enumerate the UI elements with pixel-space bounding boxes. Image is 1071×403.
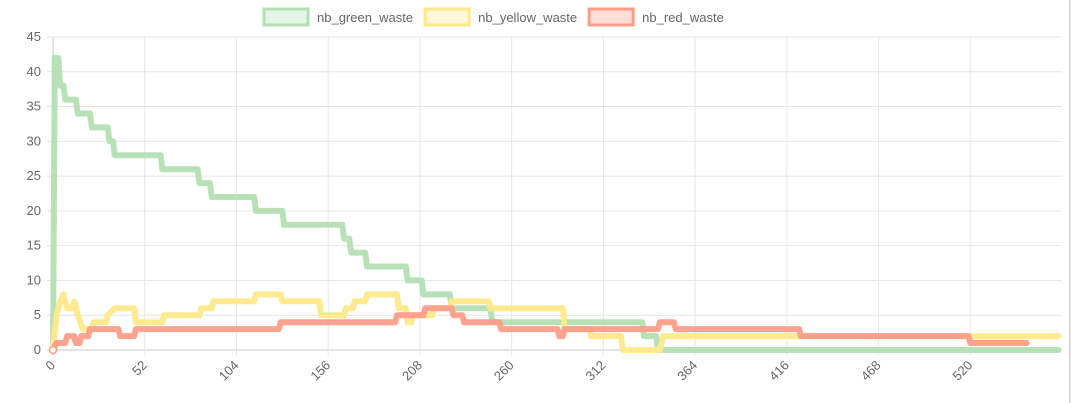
- y-tick-label: 45: [27, 29, 41, 44]
- y-tick-label: 10: [27, 272, 41, 287]
- y-tick-label: 30: [27, 133, 41, 148]
- series-lines: [48, 54, 1062, 355]
- legend-label-nb_green_waste[interactable]: nb_green_waste: [317, 10, 413, 25]
- legend-swatch-nb_yellow_waste[interactable]: [423, 7, 471, 27]
- x-tick-label: 0: [42, 358, 58, 374]
- y-tick-label: 20: [27, 203, 41, 218]
- x-tick-label: 468: [858, 358, 884, 384]
- x-tick-label: 520: [949, 358, 975, 384]
- x-tick-label: 104: [216, 358, 242, 384]
- x-tick-label: 416: [766, 358, 792, 384]
- x-tick-label: 260: [491, 358, 517, 384]
- legend-swatch-nb_red_waste[interactable]: [587, 7, 635, 27]
- y-tick-label: 35: [27, 99, 41, 114]
- legend-label-nb_yellow_waste[interactable]: nb_yellow_waste: [478, 10, 577, 25]
- y-tick-label: 5: [34, 307, 41, 322]
- legend[interactable]: nb_green_waste nb_yellow_waste nb_red_wast…: [262, 7, 724, 27]
- y-tick-label: 40: [27, 64, 41, 79]
- series-point-nb_red_waste: [48, 345, 58, 355]
- series-line-nb_red_waste: [50, 305, 1030, 353]
- legend-swatch-nb_green_waste[interactable]: [262, 7, 310, 27]
- y-tick-label: 0: [34, 342, 41, 357]
- x-tick-label: 364: [674, 358, 700, 384]
- x-tick-label: 156: [307, 358, 333, 384]
- y-tick-label: 15: [27, 238, 41, 253]
- legend-label-nb_red_waste[interactable]: nb_red_waste: [642, 10, 724, 25]
- scrollbar-edge: [1069, 0, 1071, 403]
- y-tick-label: 25: [27, 168, 41, 183]
- x-tick-label: 208: [399, 358, 425, 384]
- x-tick-label: 52: [129, 358, 150, 379]
- x-tick-label: 312: [583, 358, 609, 384]
